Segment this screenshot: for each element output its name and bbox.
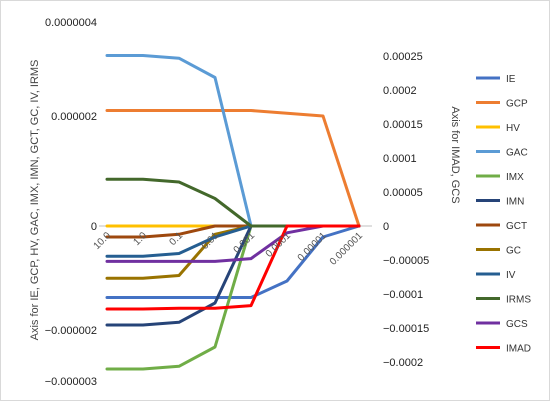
legend-item-gc: GC [476,246,521,257]
legend-item-imad: IMAD [476,344,531,355]
legend-label: GCT [506,221,527,232]
right-axis-ticks: 0.00025 0.0002 0.00015 0.0001 0.00005 0 −0.000… [383,51,429,369]
legend-label: GCP [506,99,528,110]
legend-label: IMX [506,172,524,183]
series-line-gcp [105,109,361,228]
right-tick-label: −0.00015 [383,323,429,335]
legend-item-gct: GCT [476,221,527,232]
legend-label: GC [506,246,521,257]
right-tick-label: 0.0002 [383,85,417,97]
legend-item-ie: IE [476,74,516,85]
right-tick-label: −0.00005 [383,255,429,267]
legend-label: HV [506,123,520,134]
legend-item-gcs: GCS [476,319,528,330]
left-axis-title: Axis for IE, GCP, HV, GAC, IMX, IMN, GCT… [29,60,41,341]
right-tick-label: 0.00005 [383,187,423,199]
left-tick-label: −0.000002 [45,325,97,337]
legend-label: IMN [506,197,524,208]
left-axis-ticks: 0.0000004 0.000002 0 −0.000002 −0.000003 [45,17,97,388]
series-line-ie [105,224,361,299]
right-tick-label: 0.00025 [383,51,423,63]
right-tick-label: −0.0001 [383,289,423,301]
legend-label: IMAD [506,344,531,355]
right-tick-label: −0.0002 [383,357,423,369]
right-tick-label: 0.00015 [383,119,423,131]
left-tick-label: 0.000002 [51,111,97,123]
left-tick-label: 0 [91,221,97,233]
right-tick-label: 0.0001 [383,153,417,165]
legend-item-imx: IMX [476,172,524,183]
legend-label: GCS [506,319,528,330]
series-lines [105,54,361,371]
legend-label: GAC [506,148,528,159]
legend-item-gcp: GCP [476,99,528,110]
right-tick-label: 0 [383,221,389,233]
legend-item-iv: IV [476,270,516,281]
left-tick-label: −0.000003 [45,376,97,388]
series-line-imad [105,224,361,311]
legend-item-irms: IRMS [476,295,531,306]
legend-label: IE [506,74,516,85]
right-axis-title: Axis for IMAD, GCS [449,106,461,203]
legend-label: IRMS [506,295,531,306]
legend-item-imn: IMN [476,197,524,208]
legend: IE GCP HV GAC IMX IMN GCT GC IV IRMS GCS IMAD [476,74,531,355]
legend-item-hv: HV [476,123,520,134]
legend-label: IV [506,270,516,281]
legend-item-gac: GAC [476,148,528,159]
left-tick-label: 0.0000004 [45,17,97,29]
